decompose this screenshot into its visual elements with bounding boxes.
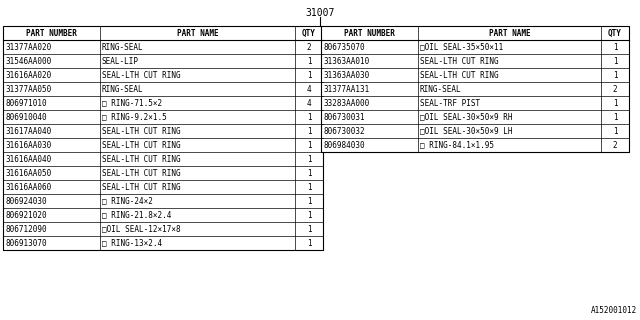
Text: SEAL-LTH CUT RING: SEAL-LTH CUT RING xyxy=(102,169,180,178)
Text: 1: 1 xyxy=(307,182,311,191)
Text: 806913070: 806913070 xyxy=(5,238,47,247)
Text: SEAL-LTH CUT RING: SEAL-LTH CUT RING xyxy=(102,182,180,191)
Text: 806984030: 806984030 xyxy=(323,140,365,149)
Text: 806924030: 806924030 xyxy=(5,196,47,205)
Text: 1: 1 xyxy=(612,113,618,122)
Text: 2: 2 xyxy=(612,140,618,149)
Text: SEAL-LTH CUT RING: SEAL-LTH CUT RING xyxy=(102,70,180,79)
Text: 31616AA020: 31616AA020 xyxy=(5,70,51,79)
Text: 1: 1 xyxy=(612,70,618,79)
Text: □ RING-71.5×2: □ RING-71.5×2 xyxy=(102,99,162,108)
Text: 806730032: 806730032 xyxy=(323,126,365,135)
Text: PART NUMBER: PART NUMBER xyxy=(26,28,77,37)
Text: 31616AA060: 31616AA060 xyxy=(5,182,51,191)
Text: 1: 1 xyxy=(307,238,311,247)
Text: 1: 1 xyxy=(307,169,311,178)
Text: QTY: QTY xyxy=(302,28,316,37)
Bar xyxy=(321,26,629,152)
Text: 1: 1 xyxy=(307,70,311,79)
Text: 31616AA040: 31616AA040 xyxy=(5,155,51,164)
Text: □OIL SEAL-30×50×9 LH: □OIL SEAL-30×50×9 LH xyxy=(420,126,513,135)
Text: 1: 1 xyxy=(307,155,311,164)
Text: SEAL-LIP: SEAL-LIP xyxy=(102,57,139,66)
Text: 4: 4 xyxy=(307,84,311,93)
Text: 31377AA020: 31377AA020 xyxy=(5,43,51,52)
Text: 1: 1 xyxy=(612,99,618,108)
Text: 31546AA000: 31546AA000 xyxy=(5,57,51,66)
Text: 31616AA050: 31616AA050 xyxy=(5,169,51,178)
Text: □ RING-84.1×1.95: □ RING-84.1×1.95 xyxy=(420,140,494,149)
Text: 1: 1 xyxy=(612,57,618,66)
Text: □OIL SEAL-35×50×11: □OIL SEAL-35×50×11 xyxy=(420,43,503,52)
Text: 806921020: 806921020 xyxy=(5,211,47,220)
Text: SEAL-LTH CUT RING: SEAL-LTH CUT RING xyxy=(420,70,499,79)
Text: 4: 4 xyxy=(307,99,311,108)
Text: SEAL-TRF PIST: SEAL-TRF PIST xyxy=(420,99,480,108)
Text: □ RING-13×2.4: □ RING-13×2.4 xyxy=(102,238,162,247)
Text: 31363AA010: 31363AA010 xyxy=(323,57,369,66)
Text: RING-SEAL: RING-SEAL xyxy=(420,84,461,93)
Text: RING-SEAL: RING-SEAL xyxy=(102,43,143,52)
Text: 31363AA030: 31363AA030 xyxy=(323,70,369,79)
Text: A152001012: A152001012 xyxy=(591,306,637,315)
Text: □OIL SEAL-30×50×9 RH: □OIL SEAL-30×50×9 RH xyxy=(420,113,513,122)
Text: 1: 1 xyxy=(307,211,311,220)
Text: 2: 2 xyxy=(612,84,618,93)
Text: □ RING-21.8×2.4: □ RING-21.8×2.4 xyxy=(102,211,172,220)
Text: 806735070: 806735070 xyxy=(323,43,365,52)
Text: SEAL-LTH CUT RING: SEAL-LTH CUT RING xyxy=(102,155,180,164)
Text: 806971010: 806971010 xyxy=(5,99,47,108)
Text: 1: 1 xyxy=(307,140,311,149)
Text: SEAL-LTH CUT RING: SEAL-LTH CUT RING xyxy=(420,57,499,66)
Text: 33283AA000: 33283AA000 xyxy=(323,99,369,108)
Text: □ RING-24×2: □ RING-24×2 xyxy=(102,196,153,205)
Text: PART NAME: PART NAME xyxy=(489,28,531,37)
Text: 1: 1 xyxy=(307,57,311,66)
Text: PART NUMBER: PART NUMBER xyxy=(344,28,395,37)
Text: 1: 1 xyxy=(307,113,311,122)
Text: □ RING-9.2×1.5: □ RING-9.2×1.5 xyxy=(102,113,167,122)
Text: 1: 1 xyxy=(612,126,618,135)
Text: RING-SEAL: RING-SEAL xyxy=(102,84,143,93)
Text: 806730031: 806730031 xyxy=(323,113,365,122)
Text: 2: 2 xyxy=(307,43,311,52)
Text: 31617AA040: 31617AA040 xyxy=(5,126,51,135)
Text: QTY: QTY xyxy=(608,28,622,37)
Text: □OIL SEAL-12×17×8: □OIL SEAL-12×17×8 xyxy=(102,225,180,234)
Text: PART NAME: PART NAME xyxy=(177,28,218,37)
Text: 1: 1 xyxy=(307,126,311,135)
Text: 1: 1 xyxy=(307,225,311,234)
Text: 806910040: 806910040 xyxy=(5,113,47,122)
Text: 31377AA131: 31377AA131 xyxy=(323,84,369,93)
Text: SEAL-LTH CUT RING: SEAL-LTH CUT RING xyxy=(102,140,180,149)
Text: SEAL-LTH CUT RING: SEAL-LTH CUT RING xyxy=(102,126,180,135)
Bar xyxy=(3,26,323,250)
Text: 1: 1 xyxy=(612,43,618,52)
Text: 31616AA030: 31616AA030 xyxy=(5,140,51,149)
Text: 1: 1 xyxy=(307,196,311,205)
Text: 31007: 31007 xyxy=(305,8,335,18)
Text: 31377AA050: 31377AA050 xyxy=(5,84,51,93)
Text: 806712090: 806712090 xyxy=(5,225,47,234)
